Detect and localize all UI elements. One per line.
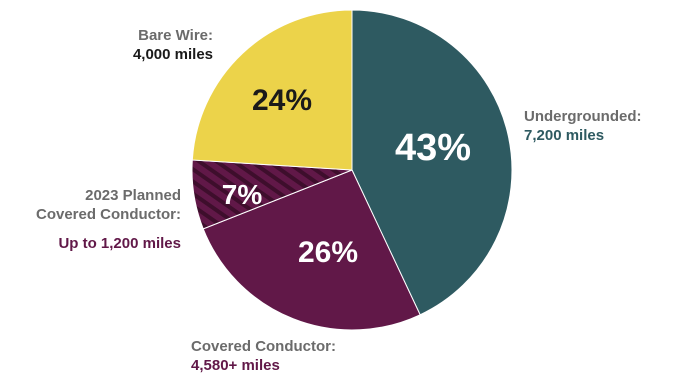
planned-value: Up to 1,200 miles: [58, 235, 181, 252]
slice-bare-wire: [191, 9, 353, 171]
planned-name-line-2: Covered Conductor:: [35, 206, 181, 223]
bare-wire-name: Bare Wire:: [138, 27, 213, 44]
percent-label-bare-wire: 24%: [252, 84, 312, 117]
planned-name-line-1: 2023 Planned: [85, 187, 181, 204]
bare-wire-value: 4,000 miles: [132, 46, 213, 63]
undergrounded-value: 7,200 miles: [524, 127, 605, 144]
covered-conductor-value: 4,580+ miles: [191, 357, 280, 374]
percent-label-planned-covered-conductor: 7%: [222, 179, 263, 210]
slice-undergrounded: [351, 9, 513, 316]
undergrounded-name: Undergrounded:: [524, 108, 642, 125]
percent-label-covered-conductor: 26%: [298, 236, 358, 269]
slice-covered-conductor: [202, 169, 421, 331]
legend-label-planned-covered-conductor: 2023 Planned Covered Conductor: Up to 1,…: [36, 186, 181, 253]
legend-label-undergrounded: Undergrounded: 7,200 miles: [524, 107, 642, 145]
percent-label-undergrounded: 43%: [395, 127, 471, 169]
legend-label-covered-conductor: Covered Conductor: 4,580+ miles: [191, 337, 336, 375]
legend-label-bare-wire: Bare Wire: 4,000 miles: [133, 26, 213, 64]
covered-conductor-name: Covered Conductor:: [191, 338, 337, 355]
